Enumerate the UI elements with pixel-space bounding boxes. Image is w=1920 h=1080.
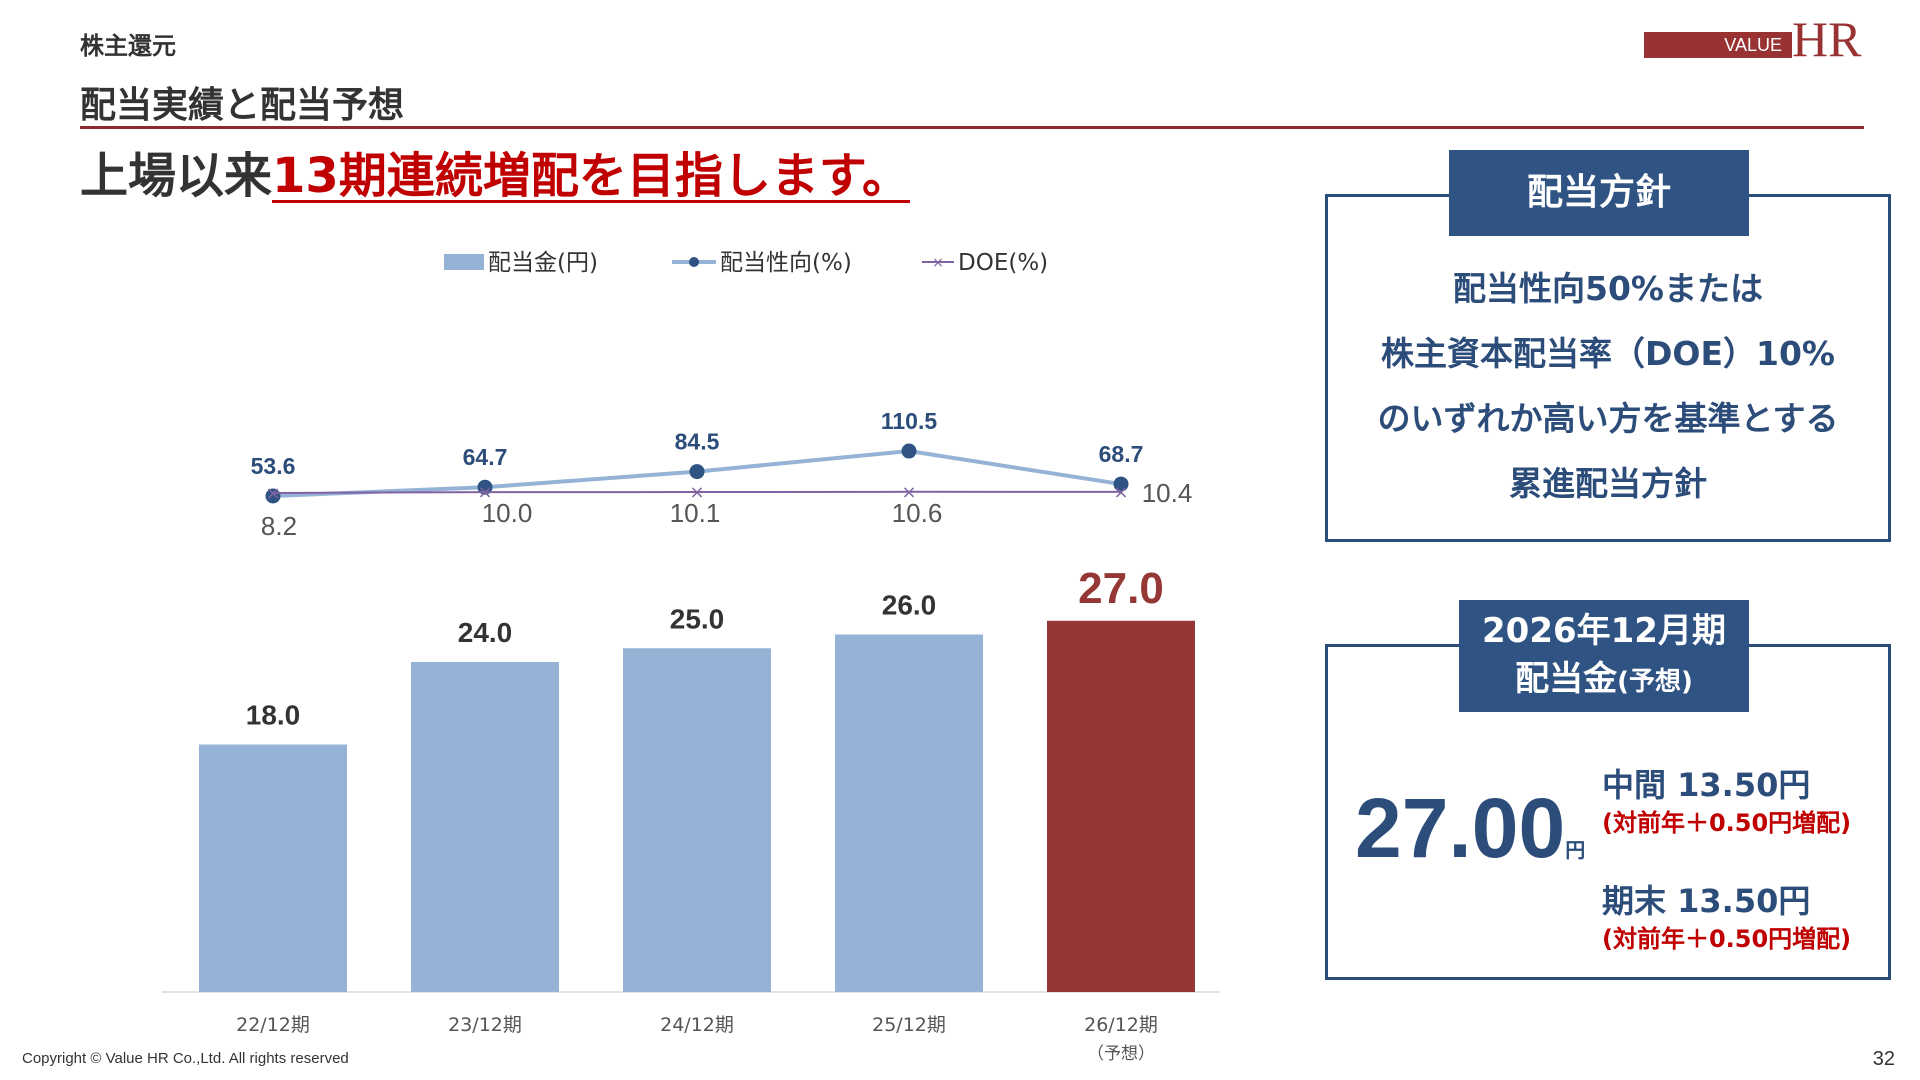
title-rule xyxy=(80,126,1864,129)
doe-value-label-1: 8.2 xyxy=(261,511,297,541)
point-doe-2: × xyxy=(477,482,492,503)
x-tick-label-3: 24/12期 xyxy=(660,1014,734,1036)
point-doe-4: × xyxy=(901,482,916,503)
point-doe-1: × xyxy=(265,483,280,504)
page-title: 配当実績と配当予想 xyxy=(80,85,405,126)
payout-value-label-2: 64.7 xyxy=(463,444,508,470)
policy-line-2: 株主資本配当率（DOE）10% xyxy=(1381,334,1835,373)
forecast-interim: 中間 13.50円 (対前年＋0.50円増配) xyxy=(1602,764,1851,840)
bar-value-label-5: 27.0 xyxy=(1078,564,1164,613)
point-payout-2 xyxy=(477,479,493,495)
forecast-title-line2: 配当金(予想) xyxy=(1459,656,1749,705)
forecast-interim-note: (対前年＋0.50円増配) xyxy=(1602,809,1852,837)
point-doe-5: × xyxy=(1113,482,1128,503)
bar-value-label-4: 26.0 xyxy=(882,590,937,621)
doe-value-label-4: 10.6 xyxy=(892,498,943,528)
bar-dividend-4 xyxy=(835,634,983,992)
forecast-final: 期末 13.50円 (対前年＋0.50円増配) xyxy=(1602,880,1851,956)
dividend-chart: 配当金(円) 配当性向(%) × DOE(%) 18.0 22/12期 24.0 23/12期… xyxy=(162,250,1220,1064)
legend-label-payout: 配当性向(%) xyxy=(720,250,852,276)
x-tick-label-2: 23/12期 xyxy=(448,1014,522,1036)
legend-label-dividend: 配当金(円) xyxy=(488,250,598,276)
payout-value-label-1: 53.6 xyxy=(251,453,296,479)
point-payout-3 xyxy=(689,464,705,480)
bar-value-label-1: 18.0 xyxy=(246,700,301,731)
point-payout-5 xyxy=(1113,476,1129,492)
legend-marker-doe: × xyxy=(932,255,944,271)
forecast-final-label: 期末 13.50円 xyxy=(1602,882,1811,920)
policy-line-4: 累進配当方針 xyxy=(1509,464,1707,503)
line-doe xyxy=(272,490,1122,494)
x-tick-label-4: 25/12期 xyxy=(872,1014,946,1036)
point-doe-3: × xyxy=(689,482,704,503)
payout-value-label-5: 68.7 xyxy=(1099,441,1144,467)
forecast-title-note: (予想) xyxy=(1617,667,1693,697)
section-label: 株主還元 xyxy=(80,32,176,60)
bar-dividend-2 xyxy=(411,662,559,992)
policy-lines: 配当性向50%または 株主資本配当率（DOE）10% のいずれか高い方を基準とす… xyxy=(1328,256,1888,516)
bar-dividend-3 xyxy=(623,648,771,992)
doe-value-label-3: 10.1 xyxy=(670,498,721,528)
x-tick-label-1: 22/12期 xyxy=(236,1014,310,1036)
company-logo: VALUE HR xyxy=(1644,14,1868,64)
forecast-total-value: 27.00 xyxy=(1355,781,1566,875)
forecast-title-line1: 2026年12月期 xyxy=(1482,611,1726,651)
doe-value-label-2: 10.0 xyxy=(482,498,533,528)
logo-hr-text: HR xyxy=(1792,11,1862,67)
forecast-title-main: 配当金 xyxy=(1515,659,1618,699)
policy-line-3: のいずれか高い方を基準とする xyxy=(1377,399,1839,438)
headline-prefix: 上場以来 xyxy=(80,148,273,204)
x-tick-label-5: 26/12期 xyxy=(1084,1014,1158,1036)
headline-highlight: 13期連続増配を目指します。 xyxy=(272,148,911,204)
policy-line-1: 配当性向50%または xyxy=(1453,269,1763,308)
doe-value-label-5: 10.4 xyxy=(1142,478,1193,508)
legend-label-doe: DOE(%) xyxy=(958,250,1048,276)
bar-dividend-1 xyxy=(199,744,347,992)
forecast-final-note: (対前年＋0.50円増配) xyxy=(1602,925,1852,953)
bar-value-label-3: 25.0 xyxy=(670,603,725,634)
forecast-total: 27.00円 xyxy=(1355,780,1585,877)
logo-value-text: VALUE xyxy=(1644,32,1792,58)
headline: 上場以来13期連続増配を目指します。 xyxy=(80,136,910,206)
policy-title: 配当方針 xyxy=(1449,150,1749,236)
point-payout-4 xyxy=(901,443,917,459)
page-number: 32 xyxy=(1872,1048,1895,1070)
copyright: Copyright © Value HR Co.,Ltd. All rights… xyxy=(22,1050,349,1067)
payout-value-label-4: 110.5 xyxy=(881,408,937,434)
forecast-total-unit: 円 xyxy=(1565,840,1586,862)
bar-dividend-5 xyxy=(1047,620,1195,992)
payout-value-label-3: 84.5 xyxy=(675,429,720,455)
bar-value-label-2: 24.0 xyxy=(458,617,513,648)
x-tick-note-5: （予想） xyxy=(1087,1044,1155,1064)
legend-marker-payout xyxy=(689,257,699,267)
forecast-title: 2026年12月期 配当金(予想) xyxy=(1459,600,1749,712)
forecast-interim-label: 中間 13.50円 xyxy=(1602,766,1811,804)
legend-swatch-dividend xyxy=(444,254,484,270)
